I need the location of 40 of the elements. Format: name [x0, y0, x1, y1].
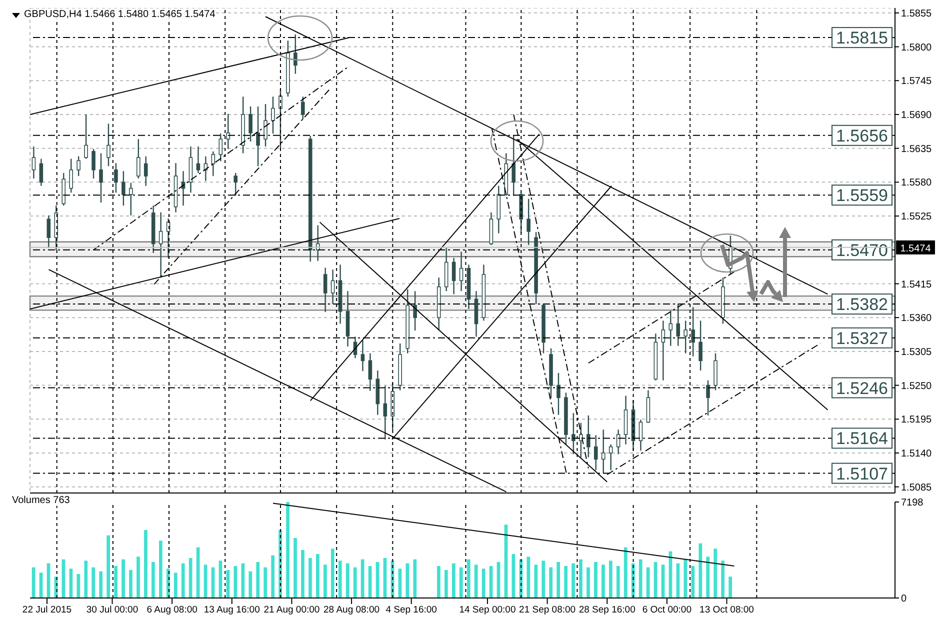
x-tick-label: 13 Aug 16:00 — [204, 604, 260, 616]
ref-line-label: 1.5815 — [836, 28, 888, 48]
ref-line-label: 1.5382 — [836, 295, 888, 314]
y-tick-label: 1.5250 — [901, 380, 932, 392]
y-tick-label: 1.5140 — [901, 448, 932, 460]
ref-line-label: 1.5656 — [836, 126, 888, 146]
y-tick-label: 1.5690 — [901, 110, 932, 122]
ref-line-label: 1.5327 — [836, 328, 888, 348]
x-tick-label: 28 Sep 16:00 — [578, 604, 636, 616]
x-tick-label: 6 Oct 00:00 — [642, 604, 692, 616]
y-tick-label: 1.5525 — [901, 212, 932, 223]
y-tick-label: 1.5745 — [901, 76, 932, 88]
y-tick-label: 1.5360 — [901, 313, 932, 324]
y-tick-label: 1.5415 — [901, 279, 932, 290]
ref-line-label: 1.5559 — [836, 186, 888, 206]
chart-title: Volumes 763 — [12, 495, 70, 506]
ref-line-label: 1.5164 — [836, 429, 888, 448]
y-tick-label: 1.5195 — [901, 414, 932, 426]
chart-title: GBPUSD,H4 1.5466 1.5480 1.5465 1.5474 — [24, 9, 216, 20]
y-tick-label: 1.5305 — [901, 346, 932, 358]
ref-line-label: 1.5470 — [836, 240, 888, 260]
y-tick-label: 1.5635 — [901, 144, 932, 155]
ref-line-label: 1.5474 — [900, 243, 932, 254]
x-tick-label: 4 Sep 16:00 — [386, 604, 437, 616]
x-tick-label: 21 Aug 00:00 — [264, 604, 320, 616]
x-tick-label: 21 Sep 08:00 — [519, 604, 576, 616]
y-tick-label: 1.5085 — [901, 482, 932, 494]
x-tick-label: 28 Aug 08:00 — [324, 604, 380, 616]
x-tick-label: 13 Oct 08:00 — [700, 604, 754, 616]
y-tick-label: 1.5580 — [901, 178, 932, 189]
ref-line-label: 1.5107 — [836, 464, 888, 484]
x-tick-label: 30 Jul 00:00 — [86, 604, 138, 616]
y-tick-label: 1.5800 — [901, 42, 932, 54]
x-tick-label: 22 Jul 2015 — [22, 604, 72, 616]
y-tick-label: 0 — [901, 594, 907, 605]
y-tick-label: 7198 — [901, 498, 924, 509]
x-tick-label: 14 Sep 00:00 — [459, 604, 516, 616]
y-tick-label: 1.5855 — [901, 8, 932, 20]
x-tick-label: 6 Aug 08:00 — [146, 604, 198, 616]
ref-line-label: 1.5246 — [836, 378, 888, 398]
